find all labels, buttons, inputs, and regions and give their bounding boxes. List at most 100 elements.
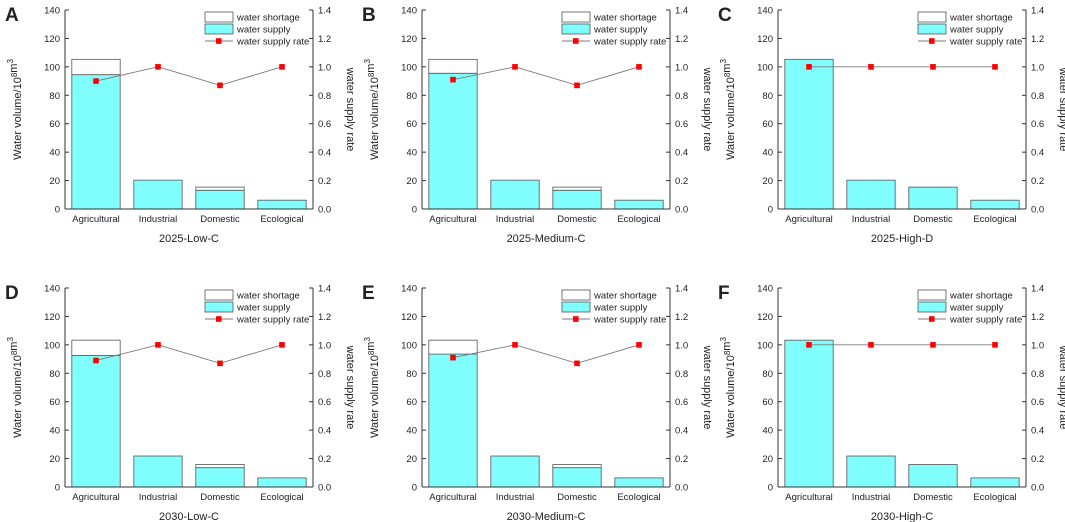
panel-title: 2030-Medium-C (507, 511, 586, 522)
rate-marker (992, 64, 998, 70)
supply-bar (908, 464, 958, 488)
y2-tick-label: 0.8 (1031, 91, 1044, 102)
y-tick-label: 60 (762, 397, 773, 408)
legend-rate-label: water supply rate (236, 37, 309, 48)
rate-line (452, 66, 640, 86)
y-tick-label: 140 (401, 6, 417, 17)
y2-tick-label: 1.4 (318, 6, 331, 17)
y2-tick-label: 1.0 (675, 340, 688, 351)
chart-panel-d: 0 20 40 60 80 100 120 140 0.0 0.2 0.4 0.6 0.8 1.0 1.2 1… (5, 283, 356, 522)
supply-bar (614, 199, 664, 210)
y2-tick-label: 0.6 (318, 119, 331, 130)
legend-shortage-swatch (204, 289, 234, 301)
category-label: Industrial (852, 214, 891, 225)
legend-rate-marker (573, 316, 579, 322)
y-tick-label: 100 (401, 340, 417, 351)
legend-supply-label: water supply (593, 303, 648, 314)
y2-tick-label: 1.2 (675, 312, 688, 323)
y-tick-label: 140 (44, 284, 60, 295)
shortage-bar (428, 339, 478, 355)
y2-tick-label: 0.2 (675, 454, 688, 465)
y-axis-title: Water volume/108m3 (363, 337, 381, 438)
y-tick-label: 80 (406, 91, 417, 102)
y-tick-label: 0 (55, 205, 60, 216)
y2-tick-label: 0.4 (675, 148, 688, 159)
supply-bar (133, 179, 183, 210)
chart-panel-b: 0 20 40 60 80 100 120 140 0.0 0.2 0.4 0.6 0.8 1.0 1.2 1… (362, 5, 713, 245)
legend-shortage-label: water shortage (949, 13, 1013, 24)
y2-axis-title: water supply rate (1057, 345, 1065, 430)
category-label: Industrial (852, 492, 891, 503)
y2-tick-label: 0.2 (318, 454, 331, 465)
y2-tick-label: 1.0 (1031, 62, 1044, 73)
rate-marker (868, 342, 874, 348)
panel-title: 2025-High-D (871, 233, 933, 245)
y-tick-label: 60 (406, 397, 417, 408)
category-label: Ecological (973, 214, 1016, 225)
category-label: Domestic (557, 492, 597, 503)
y-tick-label: 60 (762, 119, 773, 130)
supply-bar (490, 455, 540, 488)
category-label: Agricultural (429, 214, 477, 225)
y2-tick-label: 0.8 (318, 91, 331, 102)
rate-marker (279, 64, 285, 70)
y2-tick-label: 0.6 (318, 397, 331, 408)
y-axis-title: Water volume/108m3 (6, 337, 24, 438)
shortage-bar (71, 58, 121, 76)
y-tick-label: 40 (406, 426, 417, 437)
supply-bar (195, 467, 245, 488)
supply-bar (908, 186, 958, 210)
y2-axis-title: water supply rate (1057, 67, 1065, 152)
y-axis-title: Water volume/108m3 (363, 59, 381, 160)
y-tick-label: 60 (49, 397, 60, 408)
rate-marker (868, 64, 874, 70)
y-tick-label: 140 (757, 284, 773, 295)
y-tick-label: 0 (768, 205, 773, 216)
y-tick-label: 20 (49, 454, 60, 465)
y2-axis-title: water supply rate (344, 345, 356, 430)
legend-supply-label: water supply (236, 303, 291, 314)
y-tick-label: 0 (768, 483, 773, 494)
supply-bar (846, 455, 896, 488)
category-label: Domestic (557, 214, 597, 225)
legend-supply-label: water supply (236, 25, 291, 36)
y2-tick-label: 1.0 (675, 62, 688, 73)
y-tick-label: 0 (412, 205, 417, 216)
y-tick-label: 120 (44, 312, 60, 323)
y2-tick-label: 0.6 (675, 119, 688, 130)
y-tick-label: 100 (44, 62, 60, 73)
legend-rate-marker (216, 38, 222, 44)
rate-marker (806, 342, 812, 348)
panel-label: C (718, 5, 732, 26)
rate-marker (512, 64, 518, 70)
legend-supply-swatch (917, 301, 947, 313)
legend-shortage-label: water shortage (949, 291, 1013, 302)
category-label: Ecological (617, 492, 660, 503)
y2-tick-label: 0.6 (1031, 397, 1044, 408)
category-label: Domestic (913, 214, 953, 225)
category-label: Ecological (260, 214, 303, 225)
y2-tick-label: 1.2 (318, 312, 331, 323)
legend-rate-label: water supply rate (949, 37, 1022, 48)
legend-shortage-swatch (561, 289, 591, 301)
panel-label: A (5, 5, 19, 26)
y2-tick-label: 0.0 (1031, 483, 1044, 494)
supply-bar (552, 189, 602, 210)
supply-bar (71, 355, 121, 488)
shortage-bar (71, 339, 121, 356)
supply-bar (71, 74, 121, 210)
rate-line (452, 344, 640, 364)
legend-rate-label: water supply rate (593, 315, 666, 326)
rate-marker (217, 82, 223, 89)
y2-tick-label: 0.8 (675, 91, 688, 102)
chart-panel-c: 0 20 40 60 80 100 120 140 0.0 0.2 0.4 0.6 0.8 1.0 1.2 1… (718, 5, 1065, 245)
legend-supply-swatch (204, 23, 234, 35)
legend-shortage-label: water shortage (236, 13, 300, 24)
y-tick-label: 140 (757, 6, 773, 17)
y2-tick-label: 0.8 (1031, 369, 1044, 380)
category-label: Domestic (200, 492, 240, 503)
y2-axis-title: water supply rate (701, 67, 713, 152)
